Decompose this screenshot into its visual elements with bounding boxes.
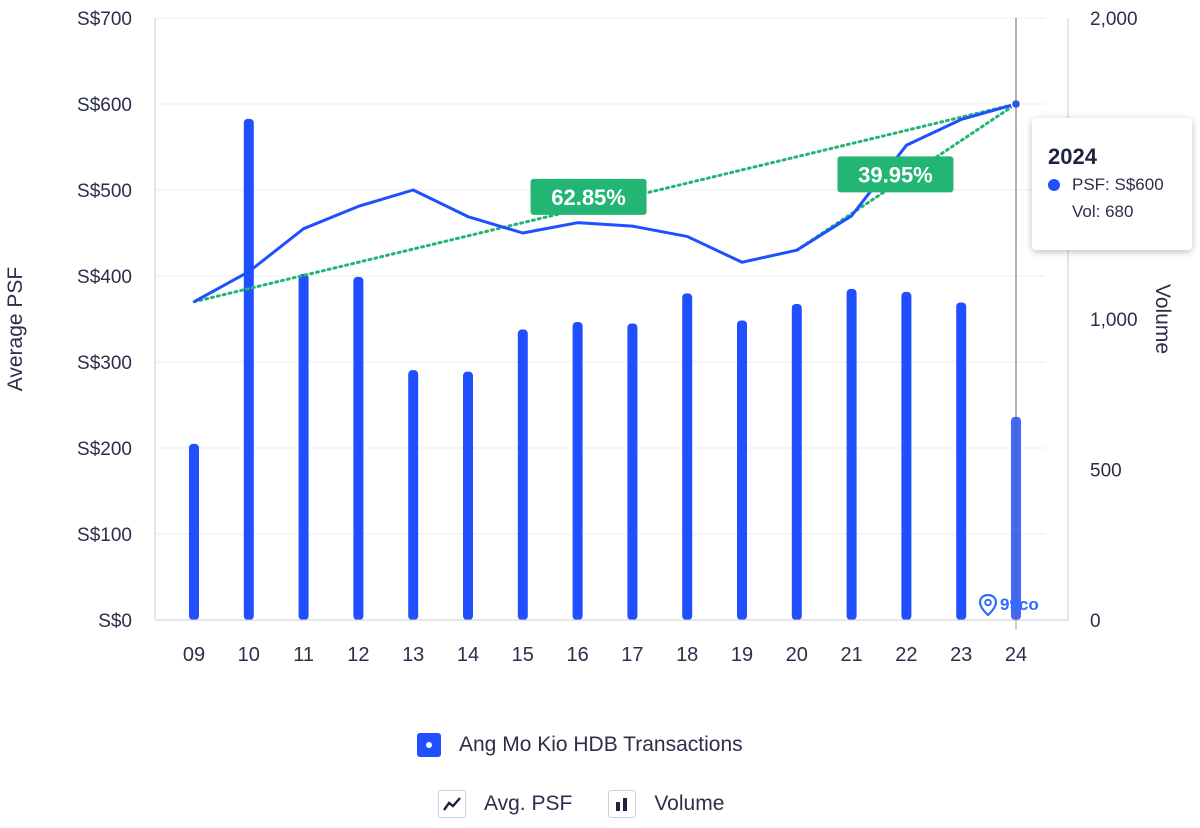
y-axis-title: Average PSF xyxy=(4,267,27,392)
volume-bar xyxy=(737,320,747,620)
y-tick-label: S$300 xyxy=(77,353,132,374)
x-tick-label: 16 xyxy=(566,644,588,666)
toggle-volume-label: Volume xyxy=(654,792,725,815)
x-tick-label: 23 xyxy=(950,644,972,666)
volume-bar xyxy=(517,329,528,620)
volume-bar xyxy=(627,323,638,620)
legend-swatch xyxy=(417,733,441,757)
trend-badge xyxy=(530,178,647,215)
x-tick-label: 19 xyxy=(731,644,753,666)
x-tick-label: 13 xyxy=(402,644,424,666)
x-tick-label: 17 xyxy=(621,644,643,666)
location-pin-icon xyxy=(978,594,998,616)
y-tick-label: S$200 xyxy=(77,439,132,460)
bar-chart-icon xyxy=(608,790,637,818)
y-tick-label: S$700 xyxy=(77,9,132,30)
tooltip-dot-icon xyxy=(1048,179,1060,191)
x-tick-label: 21 xyxy=(840,644,862,666)
legend-toggles: Avg. PSF Volume xyxy=(438,790,760,818)
x-tick-label: 10 xyxy=(238,644,260,666)
legend-series-item[interactable]: Ang Mo Kio HDB Transactions xyxy=(417,730,743,760)
toggle-avg-psf-label: Avg. PSF xyxy=(484,792,573,815)
x-tick-label: 11 xyxy=(293,644,314,666)
volume-bar xyxy=(189,443,199,620)
tooltip-psf: PSF: S$600 xyxy=(1072,175,1164,194)
volume-bar xyxy=(846,288,857,620)
volume-bar xyxy=(901,291,912,620)
y2-tick-label: 0 xyxy=(1090,611,1101,632)
line-chart-icon xyxy=(438,790,466,818)
y-tick-label: S$600 xyxy=(77,95,132,116)
toggle-volume[interactable]: Volume xyxy=(608,790,724,818)
y-tick-label: S$400 xyxy=(77,267,132,288)
tooltip-volume: Vol: 680 xyxy=(1072,202,1134,221)
x-tick-label: 15 xyxy=(512,644,534,666)
trend-badge xyxy=(837,156,954,193)
logo-text: 99co xyxy=(1000,595,1039,614)
x-tick-label: 09 xyxy=(183,644,205,666)
x-tick-label: 20 xyxy=(786,644,808,666)
x-tick-label: 14 xyxy=(457,644,479,666)
x-tick-label: 18 xyxy=(676,644,698,666)
y-tick-label: S$0 xyxy=(98,611,132,632)
volume-bar xyxy=(298,273,309,620)
y2-tick-label: 2,000 xyxy=(1090,9,1138,30)
volume-bar xyxy=(791,303,802,620)
tooltip-title: 2024 xyxy=(1048,144,1097,169)
y2-tick-label: 1,000 xyxy=(1090,310,1138,331)
toggle-avg-psf[interactable]: Avg. PSF xyxy=(438,790,572,818)
trend-badge-label: 39.95% xyxy=(858,162,933,187)
logo: 99co xyxy=(978,594,1039,616)
legend-series-label: Ang Mo Kio HDB Transactions xyxy=(459,733,743,756)
y-tick-label: S$500 xyxy=(77,181,132,202)
x-tick-label: 12 xyxy=(347,644,369,666)
x-tick-label: 22 xyxy=(895,644,917,666)
y-tick-label: S$100 xyxy=(77,525,132,546)
volume-bar xyxy=(572,322,583,620)
volume-bar xyxy=(408,370,419,620)
volume-bar xyxy=(353,276,364,620)
volume-bar xyxy=(463,371,473,620)
volume-bar xyxy=(243,118,254,621)
volume-bar xyxy=(682,293,693,620)
y2-tick-label: 500 xyxy=(1090,461,1122,482)
y2-axis-title: Volume xyxy=(1151,284,1174,354)
volume-bar xyxy=(956,302,967,620)
trend-badge-label: 62.85% xyxy=(551,185,626,210)
x-tick-label: 24 xyxy=(1005,644,1027,666)
tooltip: 2024 PSF: S$600 Vol: 680 xyxy=(1032,118,1192,250)
